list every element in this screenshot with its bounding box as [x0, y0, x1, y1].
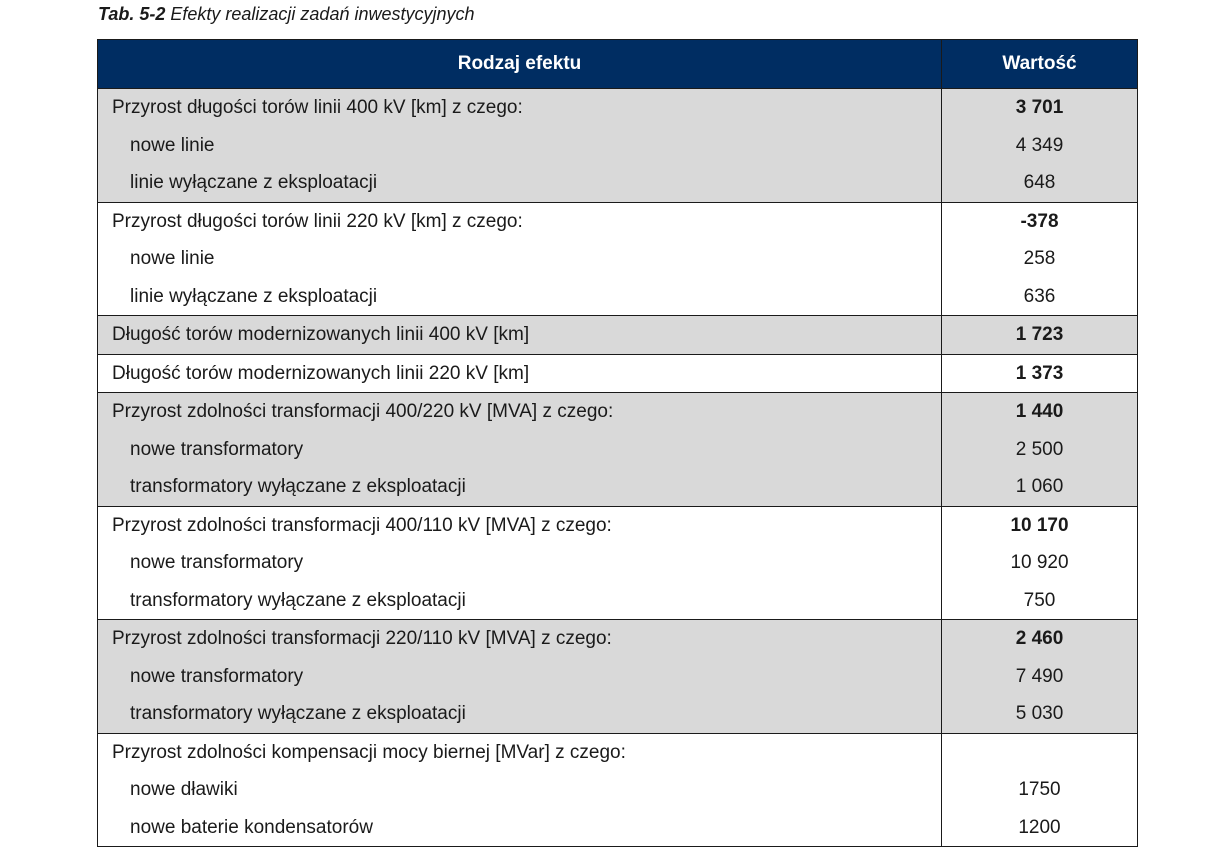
table-row-main: Przyrost długości torów linii 400 kV [km…: [97, 88, 1138, 127]
effects-table: Rodzaj efektu Wartość Przyrost długości …: [97, 39, 1138, 847]
table-row-sub: linie wyłączane z eksploatacji 636: [97, 277, 1138, 316]
table-row-main: Przyrost zdolności transformacji 400/220…: [97, 392, 1138, 431]
effect-label: transformatory wyłączane z eksploatacji: [97, 468, 942, 506]
table-row-sub: nowe transformatory 7 490: [97, 657, 1138, 695]
effect-label: transformatory wyłączane z eksploatacji: [97, 581, 942, 620]
table-row-sub: transformatory wyłączane z eksploatacji 5…: [97, 695, 1138, 733]
effect-label: nowe dławiki: [97, 771, 942, 809]
effect-value: 2 460: [941, 619, 1138, 658]
effect-label: nowe transformatory: [97, 544, 942, 582]
table-row-group: Długość torów modernizowanych linii 400 …: [97, 315, 1138, 354]
effect-value: 1750: [941, 771, 1138, 809]
effect-value: 10 170: [941, 506, 1138, 544]
effect-label: nowe transformatory: [97, 657, 942, 695]
table-row-group: Przyrost zdolności transformacji 400/110…: [97, 506, 1138, 620]
effect-value: [941, 733, 1138, 771]
header-effect-type: Rodzaj efektu: [97, 39, 942, 89]
effect-label: Długość torów modernizowanych linii 400 …: [97, 315, 942, 354]
effect-label: transformatory wyłączane z eksploatacji: [97, 695, 942, 733]
table-row-group: Przyrost długości torów linii 400 kV [km…: [97, 88, 1138, 202]
table-title: Efekty realizacji zadań inwestycyjnych: [170, 4, 475, 24]
effect-label: nowe linie: [97, 240, 942, 278]
table-row-sub: nowe transformatory 2 500: [97, 430, 1138, 468]
table-row-main: Przyrost długości torów linii 220 kV [km…: [97, 202, 1138, 240]
table-row-group: Przyrost zdolności transformacji 220/110…: [97, 619, 1138, 733]
table-row-main: Długość torów modernizowanych linii 220 …: [97, 354, 1138, 393]
effect-label: nowe linie: [97, 126, 942, 164]
effect-label: Przyrost zdolności transformacji 400/110…: [97, 506, 942, 544]
effect-label: nowe baterie kondensatorów: [97, 808, 942, 847]
effect-label: linie wyłączane z eksploatacji: [97, 164, 942, 202]
effect-label: nowe transformatory: [97, 430, 942, 468]
effect-value: 7 490: [941, 657, 1138, 695]
effect-label: Przyrost zdolności kompensacji mocy bier…: [97, 733, 942, 771]
effect-value: 4 349: [941, 126, 1138, 164]
effect-value: 1 373: [941, 354, 1138, 393]
header-row: Rodzaj efektu Wartość: [97, 39, 1138, 89]
effect-value: 636: [941, 277, 1138, 316]
table-row-sub: transformatory wyłączane z eksploatacji 7…: [97, 581, 1138, 620]
effect-value: 1200: [941, 808, 1138, 847]
effect-value: 1 440: [941, 392, 1138, 431]
table-row-sub: nowe linie 4 349: [97, 126, 1138, 164]
effect-value: 2 500: [941, 430, 1138, 468]
table-row-main: Przyrost zdolności kompensacji mocy bier…: [97, 733, 1138, 771]
table-number: Tab. 5-2: [98, 4, 166, 24]
table-row-main: Długość torów modernizowanych linii 400 …: [97, 315, 1138, 354]
table-row-sub: nowe baterie kondensatorów 1200: [97, 808, 1138, 847]
table-caption: Tab. 5-2 Efekty realizacji zadań inwesty…: [98, 3, 475, 25]
effect-label: Przyrost długości torów linii 220 kV [km…: [97, 202, 942, 240]
table-row-group: Przyrost długości torów linii 220 kV [km…: [97, 202, 1138, 316]
effect-value: 1 723: [941, 315, 1138, 354]
effect-label: Przyrost zdolności transformacji 400/220…: [97, 392, 942, 431]
table-row-group: Przyrost zdolności transformacji 400/220…: [97, 392, 1138, 506]
effect-value: 3 701: [941, 88, 1138, 127]
effect-label: Przyrost zdolności transformacji 220/110…: [97, 619, 942, 658]
effect-value: 1 060: [941, 468, 1138, 506]
table-header: Rodzaj efektu Wartość: [97, 39, 1138, 89]
effect-value: 750: [941, 581, 1138, 620]
header-value: Wartość: [941, 39, 1138, 89]
effect-label: Długość torów modernizowanych linii 220 …: [97, 354, 942, 393]
table-row-group: Przyrost zdolności kompensacji mocy bier…: [97, 733, 1138, 847]
effect-value: 648: [941, 164, 1138, 202]
effect-label: linie wyłączane z eksploatacji: [97, 277, 942, 316]
table-row-main: Przyrost zdolności transformacji 220/110…: [97, 619, 1138, 658]
effect-value: 10 920: [941, 544, 1138, 582]
table-row-group: Długość torów modernizowanych linii 220 …: [97, 354, 1138, 393]
effect-value: -378: [941, 202, 1138, 240]
table-row-sub: linie wyłączane z eksploatacji 648: [97, 164, 1138, 202]
table-row-sub: transformatory wyłączane z eksploatacji 1…: [97, 468, 1138, 506]
table-row-sub: nowe transformatory 10 920: [97, 544, 1138, 582]
effect-value: 5 030: [941, 695, 1138, 733]
effect-value: 258: [941, 240, 1138, 278]
table-row-sub: nowe dławiki 1750: [97, 771, 1138, 809]
table-row-sub: nowe linie 258: [97, 240, 1138, 278]
table-row-main: Przyrost zdolności transformacji 400/110…: [97, 506, 1138, 544]
effect-label: Przyrost długości torów linii 400 kV [km…: [97, 88, 942, 127]
